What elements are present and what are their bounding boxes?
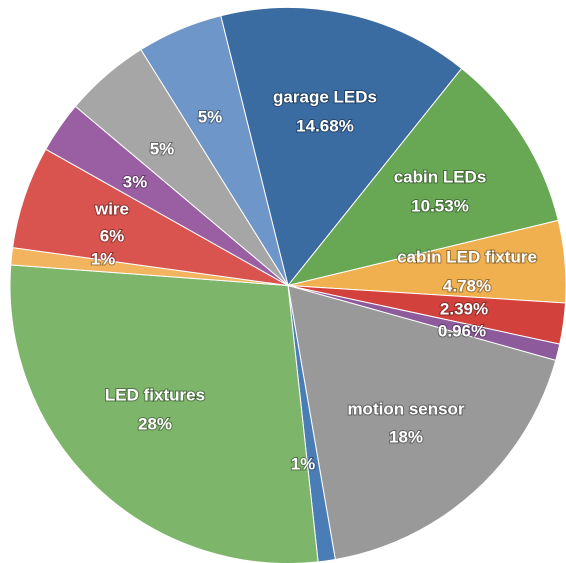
value-label: 28%: [138, 414, 172, 433]
pie-slice: [9, 264, 319, 563]
value-label: 3%: [123, 172, 148, 191]
slice-label: wire: [94, 199, 129, 218]
slice-label: motion sensor: [347, 399, 465, 418]
value-label: 1%: [291, 454, 316, 473]
slice-label: cabin LED fixture: [397, 247, 537, 266]
value-label: 10.53%: [411, 196, 469, 215]
value-label: 14.68%: [296, 116, 354, 135]
value-label: 5%: [198, 107, 223, 126]
value-label: 5%: [150, 139, 175, 158]
pie-slice: [287, 284, 557, 561]
pie-slice: [286, 67, 559, 287]
slice-label: cabin LEDs: [394, 167, 487, 186]
value-label: 0.96%: [438, 321, 486, 340]
value-label: 6%: [100, 226, 125, 245]
pie-slice: [220, 7, 463, 287]
pie-slice: [140, 15, 289, 286]
value-label: 1%: [91, 249, 116, 268]
value-label: 2.39%: [440, 299, 488, 318]
value-label: 18%: [389, 427, 423, 446]
slice-label: garage LEDs: [273, 87, 377, 106]
value-label: 4.78%: [443, 276, 491, 295]
slice-label: LED fixtures: [105, 385, 205, 404]
